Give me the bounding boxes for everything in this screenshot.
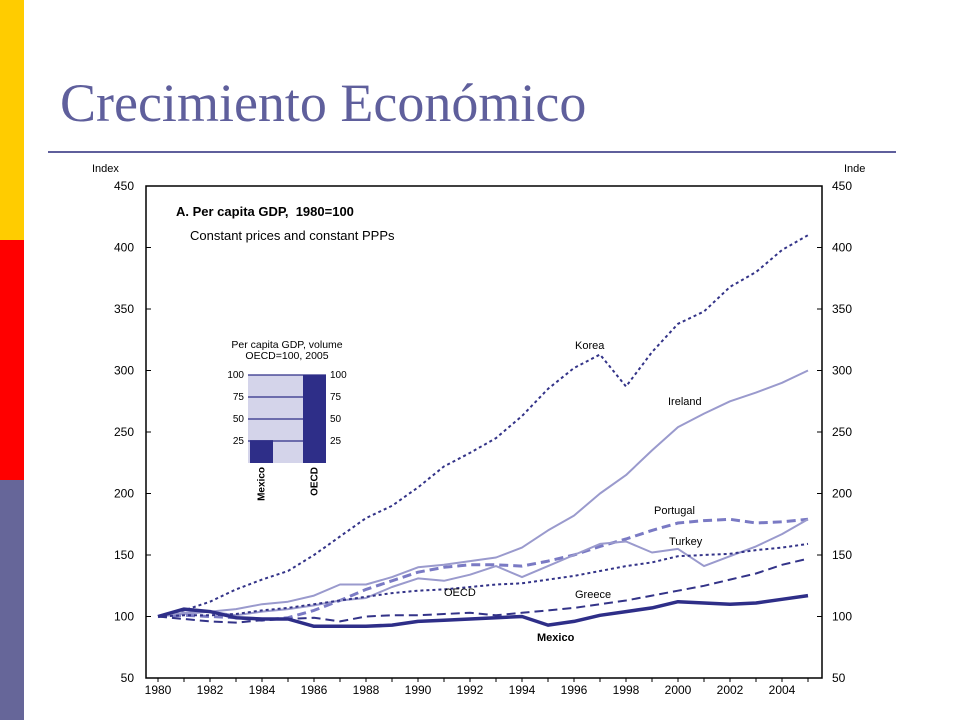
series-line-korea: [157, 234, 809, 618]
series-line-ireland: [157, 369, 809, 618]
y-tick-label-right: 200: [832, 487, 852, 501]
x-tick-label: 1998: [613, 683, 640, 697]
series-label-ireland: Ireland: [668, 396, 702, 408]
y-tick-label-left: 200: [114, 487, 134, 501]
accent-bar-red: [0, 240, 24, 480]
inset-y-tick-label-left: 100: [227, 370, 244, 381]
inset-y-tick-label-left: 25: [233, 436, 245, 447]
inset-y-tick-label-right: 50: [330, 414, 342, 425]
series-label-greece: Greece: [575, 589, 611, 601]
y-tick-label-right: 100: [832, 610, 852, 624]
y-tick-label-left: 150: [114, 548, 134, 562]
x-tick-label: 1996: [561, 683, 588, 697]
x-tick-label: 1980: [145, 683, 172, 697]
x-tick-label: 1982: [197, 683, 224, 697]
series-label-korea: Korea: [575, 340, 605, 352]
series-line-turkey: [157, 518, 809, 618]
series-line-oecd: [157, 542, 809, 618]
slide-title: Crecimiento Económico: [60, 73, 587, 133]
inset-category-label-oecd: OECD: [310, 467, 321, 496]
inset-y-tick-label-right: 75: [330, 392, 342, 403]
series-line-mexico: [157, 593, 809, 629]
accent-bar-yellow: [0, 0, 24, 240]
x-tick-label: 2000: [665, 683, 692, 697]
y-tick-label-right: 50: [832, 671, 846, 685]
inset-title-line: OECD=100, 2005: [245, 350, 328, 362]
x-tick-label: 2002: [717, 683, 744, 697]
y-tick-label-right: 450: [832, 179, 852, 193]
y-tick-label-left: 450: [114, 179, 134, 193]
x-tick-label: 1984: [249, 683, 276, 697]
y-tick-label-right: 150: [832, 548, 852, 562]
title-rule: [48, 151, 896, 153]
x-tick-label: 1992: [457, 683, 484, 697]
chart-title: A. Per capita GDP, 1980=100: [176, 204, 354, 219]
y-axis-label-left: Index: [92, 163, 119, 175]
y-tick-label-right: 350: [832, 302, 852, 316]
inset-bar-oecd: [303, 375, 326, 463]
series-label-turkey: Turkey: [669, 536, 703, 548]
inset-title-line: Per capita GDP, volume: [231, 339, 342, 351]
accent-bar-purple: [0, 480, 24, 720]
series-label-mexico: Mexico: [537, 632, 575, 644]
y-tick-label-left: 350: [114, 302, 134, 316]
series-label-portugal: Portugal: [654, 505, 695, 517]
inset-y-tick-label-left: 75: [233, 392, 245, 403]
inset-y-tick-label-left: 50: [233, 414, 245, 425]
inset-y-tick-label-right: 100: [330, 370, 347, 381]
y-tick-label-left: 250: [114, 425, 134, 439]
y-tick-label-right: 300: [832, 364, 852, 378]
x-tick-label: 1994: [509, 683, 536, 697]
inset-bar-mexico: [250, 440, 273, 463]
y-axis-label-right: Inde: [844, 163, 865, 175]
chart-subtitle: Constant prices and constant PPPs: [190, 228, 395, 243]
series-line-greece: [157, 557, 809, 624]
inset-category-label-mexico: Mexico: [257, 467, 268, 501]
y-tick-label-left: 100: [114, 610, 134, 624]
y-tick-label-left: 400: [114, 241, 134, 255]
y-tick-label-right: 250: [832, 425, 852, 439]
y-tick-label-right: 400: [832, 241, 852, 255]
series-label-oecd: OECD: [444, 587, 476, 599]
y-tick-label-left: 50: [121, 671, 135, 685]
x-tick-label: 1990: [405, 683, 432, 697]
inset-y-tick-label-right: 25: [330, 436, 342, 447]
x-tick-label: 1988: [353, 683, 380, 697]
x-tick-label: 1986: [301, 683, 328, 697]
x-tick-label: 2004: [769, 683, 796, 697]
y-tick-label-left: 300: [114, 364, 134, 378]
